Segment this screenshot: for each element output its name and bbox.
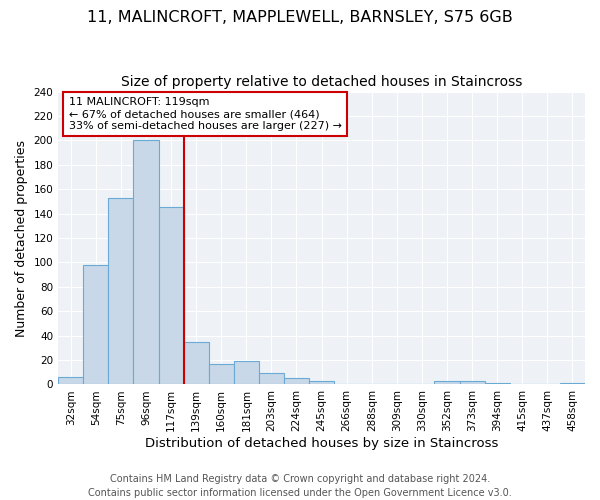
Title: Size of property relative to detached houses in Staincross: Size of property relative to detached ho… bbox=[121, 75, 522, 89]
Bar bbox=[234, 362, 259, 384]
Bar bbox=[434, 381, 460, 384]
Bar bbox=[284, 378, 309, 384]
Bar bbox=[259, 374, 284, 384]
Bar bbox=[485, 383, 510, 384]
Bar bbox=[309, 381, 334, 384]
Bar bbox=[133, 140, 158, 384]
Bar bbox=[83, 265, 109, 384]
Text: 11, MALINCROFT, MAPPLEWELL, BARNSLEY, S75 6GB: 11, MALINCROFT, MAPPLEWELL, BARNSLEY, S7… bbox=[87, 10, 513, 25]
Bar bbox=[109, 198, 133, 384]
Text: Contains HM Land Registry data © Crown copyright and database right 2024.
Contai: Contains HM Land Registry data © Crown c… bbox=[88, 474, 512, 498]
Bar bbox=[209, 364, 234, 384]
Bar bbox=[184, 342, 209, 384]
X-axis label: Distribution of detached houses by size in Staincross: Distribution of detached houses by size … bbox=[145, 437, 498, 450]
Bar bbox=[58, 377, 83, 384]
Y-axis label: Number of detached properties: Number of detached properties bbox=[15, 140, 28, 336]
Bar bbox=[460, 381, 485, 384]
Bar bbox=[158, 208, 184, 384]
Text: 11 MALINCROFT: 119sqm
← 67% of detached houses are smaller (464)
33% of semi-det: 11 MALINCROFT: 119sqm ← 67% of detached … bbox=[69, 98, 342, 130]
Bar bbox=[560, 383, 585, 384]
